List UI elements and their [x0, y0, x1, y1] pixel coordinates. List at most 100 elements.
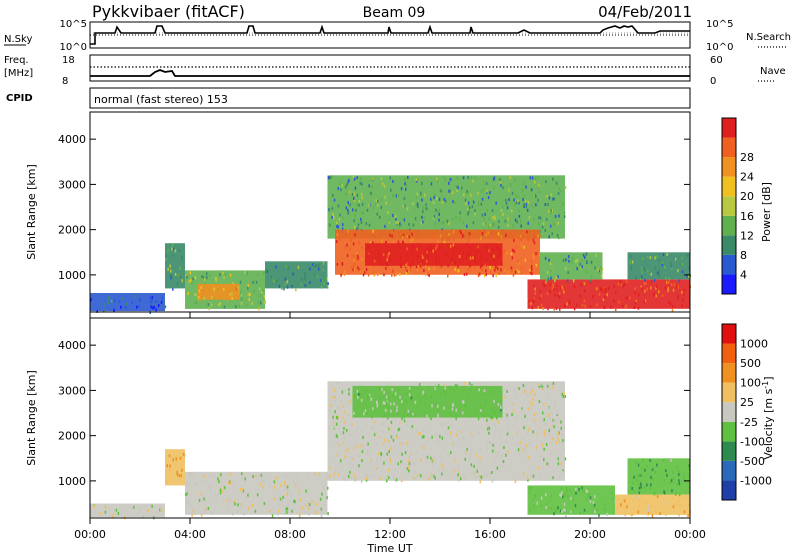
velocity-speckle	[518, 387, 520, 390]
power-speckle	[554, 279, 556, 283]
velocity-speckle	[142, 515, 144, 518]
power-speckle	[372, 229, 374, 233]
velocity-speckle	[416, 429, 419, 433]
power-speckle	[235, 287, 238, 291]
velocity-speckle	[533, 418, 535, 422]
velocity-speckle	[267, 478, 270, 482]
power-speckle	[513, 198, 515, 202]
power-speckle	[245, 303, 248, 307]
power-speckle	[525, 200, 527, 204]
power-speckle	[429, 245, 432, 249]
velocity-speckle	[640, 485, 642, 489]
power-speckle	[357, 256, 359, 260]
power-speckle	[513, 249, 515, 253]
velocity-speckle	[540, 496, 543, 500]
velocity-speckle	[277, 509, 280, 513]
velocity-speckle	[389, 427, 391, 431]
velocity-speckle	[290, 495, 293, 498]
velocity-speckle	[175, 457, 177, 461]
power-speckle	[534, 180, 536, 184]
power-speckle	[671, 308, 674, 312]
power-y-tick-label: 2000	[58, 224, 86, 237]
power-speckle	[436, 197, 438, 201]
velocity-speckle	[403, 393, 405, 397]
velocity-speckle	[675, 492, 677, 496]
power-y-tick-label: 1000	[58, 269, 86, 282]
velocity-speckle	[395, 406, 397, 410]
velocity-speckle	[506, 390, 508, 393]
velocity-speckle	[560, 386, 562, 390]
power-colorbar-swatch	[722, 196, 736, 216]
power-speckle	[565, 267, 567, 271]
velocity-speckle	[411, 429, 413, 433]
velocity-speckle	[327, 486, 329, 490]
velocity-speckle	[351, 423, 353, 427]
power-speckle	[613, 299, 615, 303]
power-speckle	[222, 271, 224, 275]
velocity-speckle	[117, 508, 120, 511]
velocity-speckle	[390, 435, 393, 439]
velocity-speckle	[548, 416, 551, 420]
power-speckle	[479, 265, 482, 269]
power-speckle	[352, 175, 355, 179]
power-speckle	[354, 262, 356, 266]
power-speckle	[602, 298, 605, 302]
nsky-label: N.Sky	[4, 34, 32, 45]
velocity-speckle	[435, 440, 437, 443]
velocity-speckle	[480, 408, 482, 412]
power-speckle	[529, 267, 532, 270]
velocity-speckle	[522, 448, 524, 452]
cpid-label: CPID	[6, 93, 33, 104]
velocity-speckle	[528, 443, 530, 447]
velocity-speckle	[334, 433, 336, 437]
velocity-speckle	[346, 428, 348, 432]
power-colorbar-swatch	[722, 157, 736, 177]
power-speckle	[160, 300, 163, 304]
velocity-speckle	[263, 502, 266, 505]
velocity-speckle	[397, 387, 400, 391]
power-speckle	[534, 177, 537, 181]
velocity-speckle	[339, 463, 342, 467]
power-speckle	[474, 254, 476, 258]
power-speckle	[641, 270, 643, 274]
velocity-speckle	[583, 508, 586, 512]
power-speckle	[546, 292, 549, 296]
velocity-speckle	[401, 442, 404, 446]
power-speckle	[356, 251, 358, 255]
velocity-speckle	[332, 385, 334, 389]
power-speckle	[286, 285, 289, 289]
velocity-speckle	[500, 454, 502, 458]
power-speckle	[131, 301, 134, 305]
velocity-speckle	[408, 386, 411, 390]
power-speckle	[681, 304, 683, 308]
velocity-speckle	[437, 413, 439, 417]
velocity-speckle	[278, 475, 280, 479]
power-speckle	[681, 256, 683, 260]
velocity-speckle	[513, 409, 515, 413]
velocity-speckle	[524, 414, 526, 418]
power-speckle	[371, 184, 373, 188]
velocity-speckle	[426, 414, 428, 418]
velocity-speckle	[346, 400, 349, 404]
power-speckle	[138, 304, 140, 308]
velocity-speckle	[409, 395, 411, 399]
power-speckle	[385, 201, 387, 205]
power-speckle	[441, 200, 444, 204]
velocity-speckle	[388, 396, 390, 400]
power-speckle	[158, 304, 160, 307]
power-speckle	[332, 193, 334, 197]
power-speckle	[661, 293, 664, 297]
power-speckle	[304, 272, 306, 275]
power-speckle	[353, 258, 355, 262]
power-speckle	[150, 300, 152, 304]
power-speckle	[466, 272, 468, 276]
power-speckle	[550, 276, 552, 280]
power-speckle	[667, 287, 669, 291]
velocity-speckle	[299, 498, 302, 502]
velocity-speckle	[520, 408, 523, 412]
power-speckle	[569, 301, 571, 305]
velocity-speckle	[519, 441, 521, 445]
velocity-speckle	[351, 476, 353, 480]
power-speckle	[492, 274, 494, 278]
nsky-bottom-tick: 10^0	[60, 42, 87, 53]
